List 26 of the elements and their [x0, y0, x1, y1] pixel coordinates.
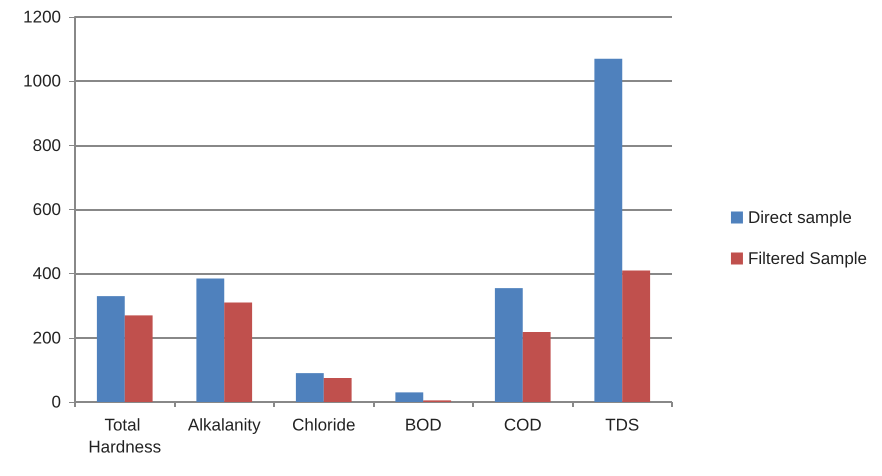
bar	[622, 270, 650, 402]
bar	[196, 278, 224, 402]
bar	[522, 332, 551, 402]
y-tick-label: 400	[32, 264, 61, 284]
bar	[494, 288, 523, 402]
bar	[594, 58, 622, 402]
bar	[96, 296, 125, 402]
y-tick-label: 1000	[23, 72, 61, 91]
x-tick-label: BOD	[404, 416, 442, 434]
x-tick-label: COD	[504, 416, 542, 434]
bar	[124, 315, 153, 402]
bar	[395, 392, 424, 402]
y-tick-label: 0	[52, 392, 61, 412]
y-tick-label: 1200	[23, 8, 61, 26]
x-tick-label: Total Hardness	[88, 416, 162, 456]
bar	[296, 373, 324, 402]
x-tick-label: Alkalanity	[188, 416, 262, 434]
y-tick-label: 200	[32, 328, 61, 348]
legend-label: Filtered Sample	[748, 249, 868, 268]
x-tick-label: Chloride	[292, 416, 356, 434]
x-tick-label: TDS	[605, 416, 640, 434]
y-tick-label: 800	[32, 136, 61, 155]
bar	[324, 378, 352, 402]
legend-label: Direct sample	[748, 208, 852, 227]
bar	[224, 302, 252, 402]
y-tick-label: 600	[32, 200, 61, 219]
